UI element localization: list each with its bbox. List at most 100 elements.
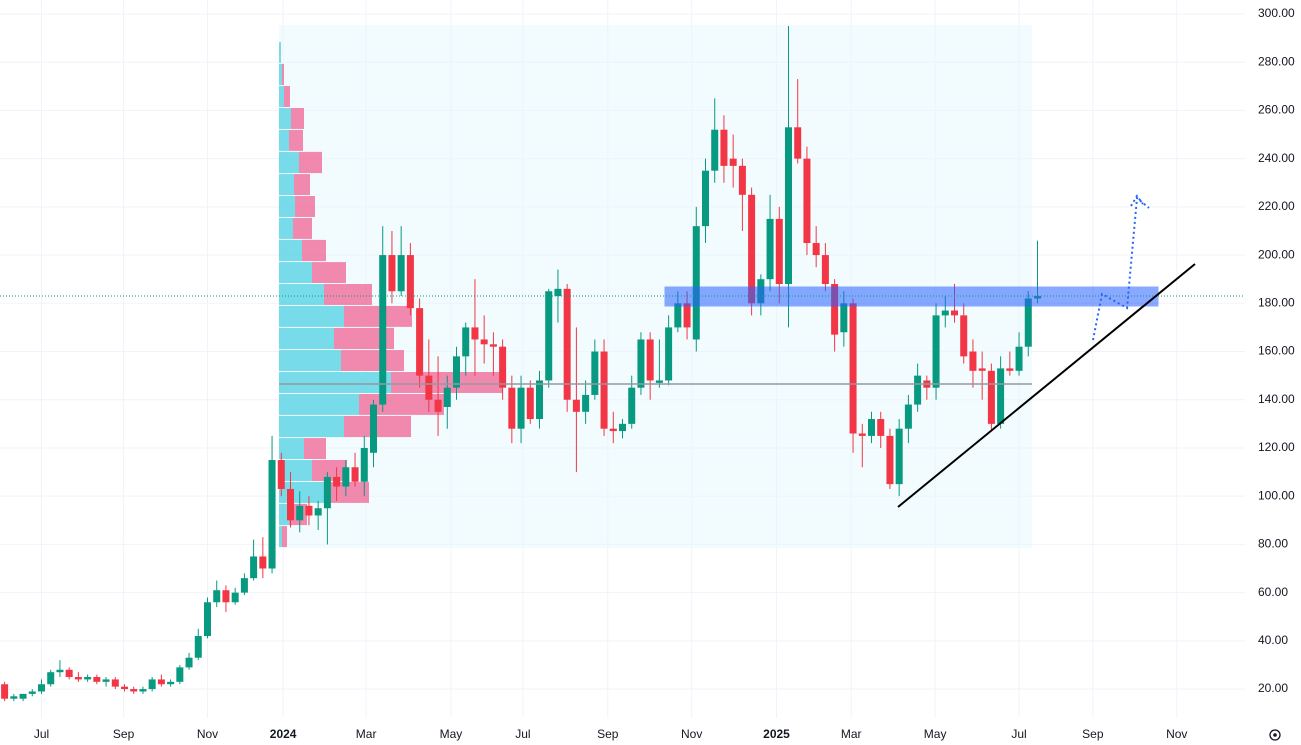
volume-down — [324, 481, 369, 503]
volume-up — [279, 262, 312, 284]
volume-up — [279, 41, 281, 63]
y-tick-label: 100.00 — [1258, 488, 1295, 502]
candle-body — [536, 380, 543, 420]
candle-body — [591, 351, 599, 395]
candle-body — [305, 505, 313, 516]
volume-up — [279, 393, 359, 415]
candle-body — [194, 636, 202, 658]
x-tick-label: Nov — [1166, 727, 1187, 741]
candle-body — [526, 387, 534, 420]
volume-up — [279, 503, 289, 526]
candle-body — [729, 158, 737, 166]
y-tick-label: 180.00 — [1258, 295, 1295, 309]
candle-body — [563, 288, 571, 400]
volume-up — [279, 327, 334, 350]
candle-body — [204, 602, 211, 637]
candle-body — [1006, 368, 1014, 371]
candle-body — [19, 693, 27, 699]
candle-body — [702, 170, 709, 227]
candle-body — [868, 419, 875, 436]
candle-body — [102, 679, 110, 682]
x-tick-label: Nov — [197, 727, 218, 741]
volume-down — [312, 460, 347, 481]
y-tick-label: 140.00 — [1258, 392, 1295, 406]
candle-body — [932, 315, 940, 388]
candle-body — [821, 255, 829, 285]
candle-body — [720, 129, 728, 166]
candle-body — [858, 433, 866, 436]
candle-body — [121, 686, 128, 690]
candle-body — [997, 368, 1005, 424]
x-tick-label: May — [440, 727, 463, 741]
candle-body — [167, 681, 175, 685]
y-tick-label: 120.00 — [1258, 440, 1295, 454]
candle-body — [425, 375, 433, 400]
trend-line — [897, 263, 1196, 508]
volume-down — [304, 438, 326, 460]
candle-body — [471, 327, 479, 340]
candle-body — [185, 657, 193, 668]
y-tick-label: 260.00 — [1258, 103, 1295, 117]
volume-profile — [279, 41, 503, 548]
candle-body — [379, 255, 387, 405]
x-tick-label: Nov — [681, 727, 702, 741]
volume-up — [279, 526, 282, 548]
volume-up — [279, 86, 284, 108]
candle-body — [65, 669, 73, 678]
candle-body — [296, 505, 304, 521]
candle-body — [941, 310, 949, 316]
candle-body — [655, 380, 663, 383]
candle-body — [157, 679, 165, 685]
candle-body — [84, 677, 92, 680]
candle-body — [231, 592, 239, 603]
candle-body — [406, 255, 414, 309]
volume-down — [324, 284, 372, 305]
y-tick-label: 80.00 — [1258, 537, 1288, 551]
x-tick-label: Jul — [515, 727, 530, 741]
x-tick-label: 2025 — [763, 727, 790, 741]
candle-body — [794, 127, 802, 159]
candles — [1, 26, 1041, 702]
volume-down — [344, 305, 412, 327]
volume-down — [299, 151, 322, 174]
candle-body — [904, 404, 912, 429]
candle-body — [93, 677, 101, 682]
candle-body — [600, 351, 608, 429]
volume-up — [279, 415, 344, 438]
volume-up — [279, 63, 282, 86]
candle-body — [10, 696, 18, 699]
y-tick-label: 40.00 — [1258, 633, 1288, 647]
candle-body — [222, 590, 230, 603]
volume-up — [279, 284, 324, 305]
volume-down — [295, 196, 315, 217]
candle-body — [139, 689, 147, 692]
x-tick-label: Sep — [597, 727, 619, 741]
candle-body — [545, 291, 553, 381]
candle-body — [508, 387, 516, 429]
candle-body — [775, 218, 783, 285]
candle-body — [1015, 346, 1023, 371]
volume-up — [279, 196, 295, 217]
y-tick-label: 160.00 — [1258, 344, 1295, 358]
candle-body — [259, 556, 267, 569]
candle-body — [28, 691, 36, 694]
volume-down — [302, 239, 326, 262]
candle-body — [987, 370, 995, 424]
candle-body — [517, 387, 525, 429]
candle-body — [674, 303, 682, 328]
x-tick-label: Sep — [1082, 727, 1104, 741]
candle-body — [969, 351, 977, 371]
x-tick-label: Mar — [841, 727, 862, 741]
y-tick-label: 60.00 — [1258, 585, 1288, 599]
candle-body — [434, 399, 442, 412]
volume-down — [282, 63, 284, 86]
candle-body — [130, 689, 138, 692]
candle-body — [277, 460, 285, 489]
volume-up — [279, 151, 299, 174]
y-tick-label: 240.00 — [1258, 151, 1295, 165]
candle-body — [74, 677, 82, 680]
candle-body — [453, 356, 460, 388]
settings-icon[interactable] — [1269, 729, 1281, 741]
volume-down — [282, 526, 287, 548]
